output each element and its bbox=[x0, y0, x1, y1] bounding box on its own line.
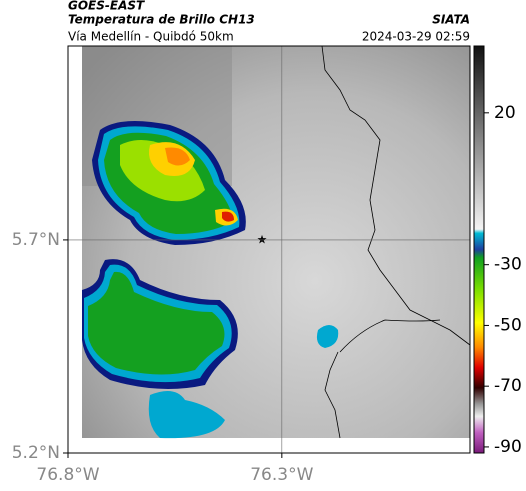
source: SIATA bbox=[432, 13, 470, 27]
colorbar-tick-label: -30 bbox=[494, 255, 522, 275]
colorbar-tick-label: -50 bbox=[494, 315, 522, 335]
map-frame bbox=[67, 45, 471, 454]
title: GOES-EAST bbox=[68, 0, 145, 13]
y-tick-label: 5.7°N bbox=[12, 230, 60, 250]
svg-text:★: ★ bbox=[257, 233, 268, 247]
x-tick-label: 76.3°W bbox=[250, 465, 313, 485]
map-imagery: ★ bbox=[82, 45, 471, 439]
colorbar-tick-label: -90 bbox=[494, 437, 522, 457]
colorbar bbox=[473, 45, 485, 454]
timestamp: 2024-03-29 02:59 bbox=[362, 30, 470, 44]
colorbar-tick-label: -70 bbox=[494, 376, 522, 396]
colorbar-tick-label: 20 bbox=[494, 103, 516, 123]
route: Vía Medellín - Quibdó 50km bbox=[68, 30, 234, 44]
x-tick-label: 76.8°W bbox=[36, 465, 99, 485]
y-tick-label: 5.2°N bbox=[12, 443, 60, 463]
subtitle: Temperatura de Brillo CH13 bbox=[68, 13, 255, 27]
